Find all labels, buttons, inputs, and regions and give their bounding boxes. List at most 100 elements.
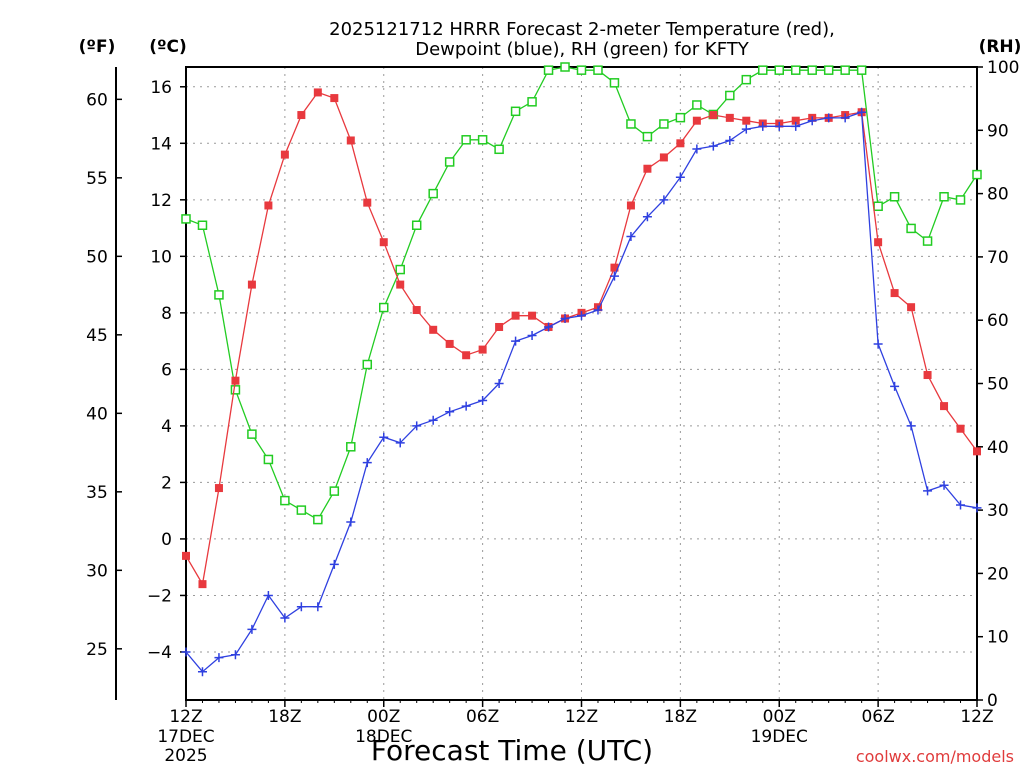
celsius-tick-label: −4 [147,643,172,663]
dewpoint-point [296,602,306,612]
rh-point [642,131,653,142]
x-tick-label: 00Z [367,707,400,727]
temperature-point [742,116,751,125]
chart-title-line-1: 2025121712 HRRR Forecast 2-meter Tempera… [329,19,835,40]
rh-point [411,220,422,230]
dewpoint-point [412,421,422,431]
x-tick-year: 2025 [164,746,207,766]
dewpoint-point [708,141,718,151]
dewpoint-point [214,653,224,663]
x-tick-label: 12Z [169,707,202,727]
chart-title-line-2: Dewpoint (blue), RH (green) for KFTY [415,39,750,60]
rh-point [181,214,191,224]
temperature-point [429,325,438,334]
dewpoint-point [972,503,982,513]
fahrenheit-tick-label: 55 [86,169,108,189]
fahrenheit-tick-label: 40 [86,404,108,424]
temperature-point [379,238,388,247]
rh-point [296,505,307,515]
temperature-point [659,153,668,162]
x-tick-label: 00Z [763,707,796,727]
temperature-point [297,111,306,120]
rh-point [477,135,488,145]
rh-point [527,97,537,107]
rh-tick-label: 0 [987,691,998,711]
rh-point [543,65,554,75]
temperature-point [709,111,718,120]
rh-point [214,290,224,300]
rh-point [725,90,735,101]
temperature-point [231,376,240,385]
rh-axis: 0 10 20 30 40 50 60 70 80 90 100 [977,58,1019,711]
temperature-point [725,113,734,122]
dewpoint-series [181,107,982,677]
temperature-point [676,139,685,148]
rh-point [395,264,405,275]
rh-point [889,192,900,202]
temperature-point [890,289,899,298]
dewpoint-point [906,421,916,431]
rh-series [181,62,982,525]
rh-point [774,65,784,75]
rh-point [280,495,290,506]
rh-point [856,65,867,75]
dewpoint-point [873,339,883,349]
temperature-point [791,116,800,125]
credit-label: coolwx.com/models [856,747,1014,766]
rh-point [428,188,438,199]
temperature-point [247,280,256,289]
temperature-point [940,402,949,411]
rh-point [626,119,636,129]
dewpoint-point [923,486,933,496]
temperature-point [214,484,223,493]
dewpoint-point [642,212,652,222]
rh-point [444,157,455,167]
dewpoint-point [280,613,290,623]
rh-tick-label: 40 [987,438,1009,458]
rh-tick-label: 80 [987,185,1009,205]
temperature-point [610,263,619,272]
temperature-point [313,88,322,97]
dewpoint-point [577,311,586,321]
temperature-point [346,136,355,145]
rh-tick-label: 60 [987,311,1009,331]
celsius-tick-label: −2 [147,586,172,606]
dewpoint-point [840,113,850,123]
rh-point [379,302,389,313]
dewpoint-point [329,559,339,569]
fahrenheit-tick-label: 30 [86,561,108,581]
rh-tick-label: 10 [987,628,1009,648]
rh-point [955,195,966,205]
rh-tick-label: 30 [987,501,1009,521]
temperature-point [182,551,190,560]
dewpoint-point [511,336,521,346]
celsius-tick-label: 4 [161,417,172,437]
rh-point [692,100,702,110]
celsius-axis: −4 −2 0 2 4 6 8 10 12 14 16 [147,78,186,663]
fahrenheit-tick-label: 60 [86,90,108,110]
dewpoint-point [445,407,455,417]
temperature-point [264,201,273,210]
temperature-point [495,322,504,331]
rh-point [840,65,850,75]
dewpoint-point [395,438,405,448]
celsius-tick-label: 6 [161,360,172,380]
fahrenheit-axis: 25 30 35 40 45 50 55 60 [86,90,122,660]
rh-point [510,106,521,117]
dewpoint-point [247,624,257,634]
dewpoint-point [593,305,603,315]
celsius-tick-label: 12 [150,191,172,211]
dewpoint-point [181,647,191,657]
temperature-point [907,303,916,312]
x-tick-date: 17DEC [157,727,214,747]
rh-point [263,454,274,465]
rh-point [939,192,949,202]
dewpoint-point [956,500,966,510]
rh-point [758,65,768,75]
celsius-tick-label: 16 [150,78,172,98]
dewpoint-point [560,314,570,324]
fahrenheit-tick-label: 25 [86,640,108,660]
temperature-point [445,339,454,348]
